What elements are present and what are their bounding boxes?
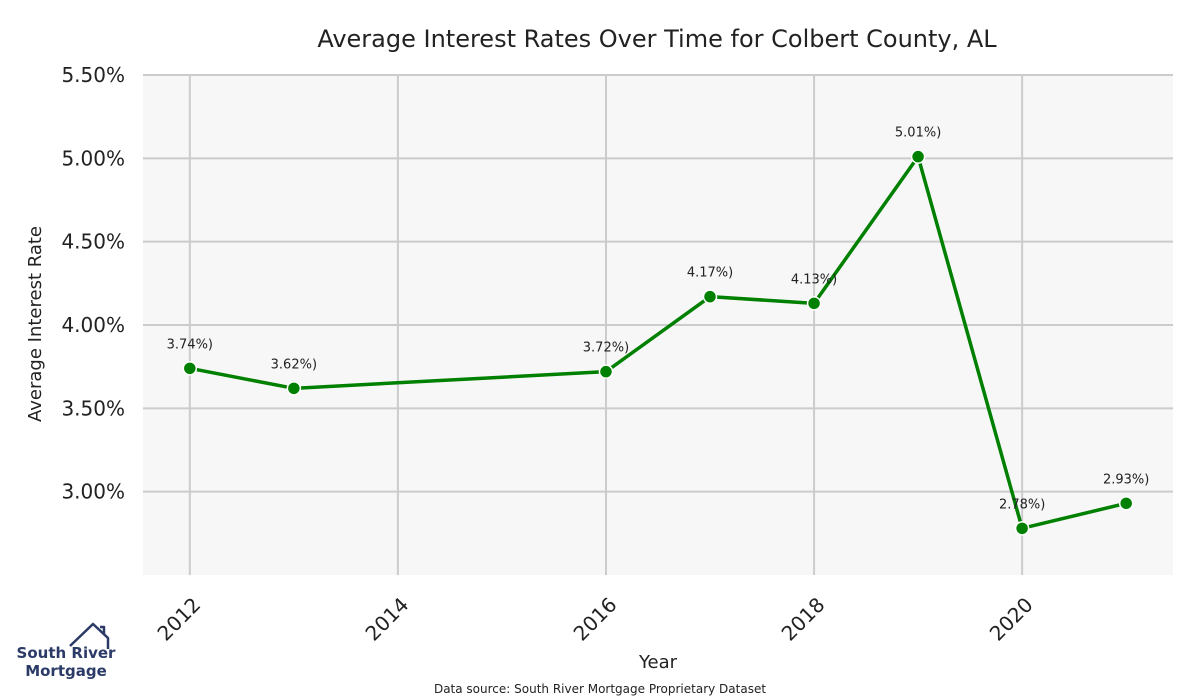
x-axis-ticks: 2012 2014 2016 2018 2020 [152, 593, 1037, 646]
data-label: 3.72%) [583, 341, 629, 356]
x-tick-label: 2012 [152, 593, 205, 646]
x-tick-label: 2020 [985, 593, 1038, 646]
y-tick-label: 5.00% [61, 146, 125, 170]
data-label: 4.13%) [791, 272, 837, 287]
logo: South River Mortgage [17, 622, 117, 680]
series-line [189, 154, 1127, 531]
y-tick-label: 4.50% [61, 230, 125, 254]
data-label: 2.78%) [999, 497, 1045, 512]
data-label: 2.93%) [1103, 472, 1149, 487]
x-axis-label: Year [638, 652, 678, 673]
data-point [1014, 521, 1030, 536]
data-point [598, 364, 614, 379]
data-points [182, 149, 1134, 536]
data-label: 3.62%) [271, 357, 317, 372]
data-label: 4.17%) [687, 266, 733, 281]
data-labels: 3.74%) 3.62%) 3.72%) 4.17%) 4.13%) 5.01%) 2.78… [167, 126, 1150, 513]
y-tick-label: 5.50% [61, 63, 125, 87]
data-label: 5.01%) [895, 126, 941, 141]
x-tick-label: 2014 [360, 593, 413, 646]
y-axis-ticks: 3.00% 3.50% 4.00% 4.50% 5.00% 5.50% [61, 63, 125, 504]
data-label: 3.74%) [167, 337, 213, 352]
x-tick-label: 2016 [569, 593, 622, 646]
house-roof-icon [69, 622, 110, 649]
data-point [182, 361, 198, 376]
data-point [806, 296, 822, 311]
grid [143, 74, 1173, 575]
data-point [702, 289, 718, 304]
y-axis-label: Average Interest Rate [25, 226, 46, 422]
data-point [1118, 496, 1134, 511]
y-tick-label: 4.00% [61, 313, 125, 337]
data-point [286, 381, 302, 396]
x-tick-label: 2018 [777, 593, 830, 646]
logo-text-line2: Mortgage [25, 662, 107, 680]
y-tick-label: 3.50% [61, 396, 125, 420]
chart-title: Average Interest Rates Over Time for Col… [317, 25, 997, 53]
logo-text-line1: South River [17, 644, 117, 662]
data-point [910, 149, 926, 164]
source-note: Data source: South River Mortgage Propri… [434, 682, 766, 696]
y-tick-label: 3.00% [61, 480, 125, 504]
